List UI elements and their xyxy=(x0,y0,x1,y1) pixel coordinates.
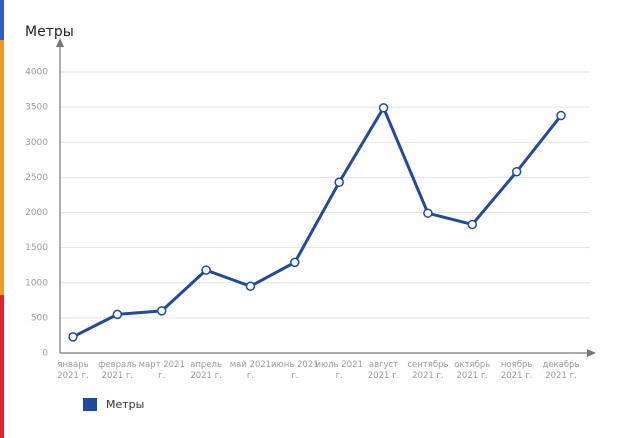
y-tick-label: 4000 xyxy=(25,68,48,78)
point xyxy=(290,257,300,268)
x-tick-label: март 2021 г. xyxy=(138,360,185,381)
point xyxy=(511,167,522,177)
y-tick-label: 2500 xyxy=(25,173,48,183)
x-tick-label: сентябрь 2021 г. xyxy=(407,360,449,381)
legend: Метры xyxy=(83,398,144,411)
edge-strip xyxy=(0,0,4,40)
x-tick-label: декабрь 2021 г. xyxy=(542,360,580,381)
y-tick-label: 500 xyxy=(31,313,48,323)
point xyxy=(112,309,123,320)
y-tick-label: 3000 xyxy=(25,138,48,148)
point xyxy=(201,265,211,275)
line xyxy=(72,106,563,339)
edge-strip xyxy=(0,40,4,295)
x-tick-label: февраль 2021 г. xyxy=(98,360,137,381)
x-tick-label: август 2021 г. xyxy=(367,360,400,381)
legend-label: Метры xyxy=(106,398,145,411)
x-tick-label: январь 2021 г. xyxy=(57,360,89,381)
x-tick-label: октябрь 2021 г. xyxy=(454,360,491,381)
y-tick-label: 0 xyxy=(42,349,48,359)
y-tick-label: 3500 xyxy=(25,103,48,113)
point xyxy=(378,103,389,113)
y-tick-label: 2000 xyxy=(25,208,48,218)
point xyxy=(334,177,344,188)
y-tick-label: 1000 xyxy=(25,278,48,288)
point xyxy=(156,306,167,316)
legend-swatch xyxy=(83,398,97,411)
y-tick-label: 1500 xyxy=(25,243,48,253)
x-tick-label: май 2021 г. xyxy=(229,360,272,381)
y-axis-title: Метры xyxy=(25,24,74,40)
edge-strip xyxy=(0,295,4,438)
y-axis-arrow xyxy=(56,38,64,47)
point xyxy=(467,219,478,230)
point xyxy=(556,110,566,121)
x-tick-label: ноябрь 2021 г. xyxy=(500,360,533,381)
point xyxy=(245,281,256,292)
x-tick-label: апрель 2021 г. xyxy=(190,360,222,381)
x-tick-label: июнь 2021 г. xyxy=(271,360,319,381)
x-axis-arrow xyxy=(587,349,596,357)
point xyxy=(423,208,433,218)
point xyxy=(68,332,78,342)
x-tick-label: июль 2021 г. xyxy=(315,360,363,381)
